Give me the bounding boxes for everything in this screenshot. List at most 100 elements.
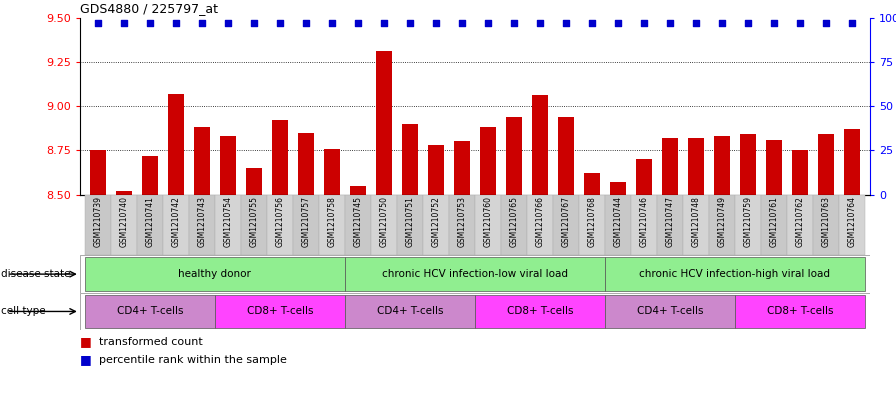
Bar	[163, 195, 189, 255]
Point	[428, 20, 443, 26]
Bar	[475, 295, 605, 328]
Text: healthy donor: healthy donor	[178, 269, 252, 279]
Text: GSM1210759: GSM1210759	[744, 196, 753, 247]
Point	[350, 20, 365, 26]
Bar	[501, 195, 527, 255]
Text: ■: ■	[80, 335, 91, 349]
Text: transformed count: transformed count	[99, 337, 203, 347]
Point	[767, 20, 781, 26]
Bar	[792, 151, 807, 195]
Point	[819, 20, 833, 26]
Bar	[584, 173, 599, 195]
Text: GSM1210761: GSM1210761	[770, 196, 779, 247]
Point	[90, 20, 105, 26]
Bar	[402, 124, 418, 195]
Bar	[215, 295, 345, 328]
Bar	[605, 257, 865, 291]
Bar	[813, 195, 839, 255]
Bar	[345, 195, 371, 255]
Point	[142, 20, 157, 26]
Bar	[319, 195, 345, 255]
Text: CD8+ T-cells: CD8+ T-cells	[506, 307, 573, 316]
Bar	[766, 140, 781, 195]
Bar	[475, 195, 501, 255]
Text: GSM1210742: GSM1210742	[171, 196, 180, 247]
Bar	[428, 145, 444, 195]
Text: GDS4880 / 225797_at: GDS4880 / 225797_at	[80, 2, 218, 15]
Text: GSM1210758: GSM1210758	[327, 196, 336, 247]
Bar	[657, 195, 683, 255]
Point	[507, 20, 521, 26]
Point	[689, 20, 703, 26]
Bar	[350, 185, 366, 195]
Bar	[246, 168, 262, 195]
Bar	[735, 295, 865, 328]
Bar	[605, 295, 735, 328]
Text: GSM1210739: GSM1210739	[93, 196, 102, 247]
Text: GSM1210767: GSM1210767	[562, 196, 571, 247]
Bar	[345, 257, 605, 291]
Bar	[714, 136, 729, 195]
Bar	[631, 195, 657, 255]
Text: GSM1210757: GSM1210757	[301, 196, 310, 247]
Bar	[90, 151, 106, 195]
Text: GSM1210768: GSM1210768	[588, 196, 597, 247]
Point	[611, 20, 625, 26]
Point	[272, 20, 287, 26]
Point	[324, 20, 339, 26]
Text: GSM1210764: GSM1210764	[848, 196, 857, 247]
Text: GSM1210744: GSM1210744	[614, 196, 623, 247]
Bar	[376, 51, 392, 195]
Bar	[506, 117, 521, 195]
Text: ■: ■	[80, 353, 91, 366]
Bar	[527, 195, 553, 255]
Bar	[558, 117, 573, 195]
Point	[402, 20, 417, 26]
Bar	[111, 195, 137, 255]
Bar	[324, 149, 340, 195]
Text: GSM1210765: GSM1210765	[509, 196, 519, 247]
Bar	[553, 195, 579, 255]
Bar	[636, 159, 651, 195]
Bar	[740, 134, 755, 195]
Text: GSM1210760: GSM1210760	[483, 196, 493, 247]
Bar	[605, 195, 631, 255]
Text: GSM1210766: GSM1210766	[536, 196, 545, 247]
Text: CD4+ T-cells: CD4+ T-cells	[636, 307, 703, 316]
Bar	[298, 133, 314, 195]
Bar	[215, 195, 241, 255]
Point	[481, 20, 495, 26]
Text: CD8+ T-cells: CD8+ T-cells	[767, 307, 833, 316]
Bar	[761, 195, 787, 255]
Text: GSM1210754: GSM1210754	[223, 196, 232, 247]
Text: GSM1210752: GSM1210752	[431, 196, 441, 247]
Point	[376, 20, 391, 26]
Text: cell type: cell type	[1, 307, 46, 316]
Bar	[688, 138, 703, 195]
Bar	[85, 257, 345, 291]
Bar	[85, 295, 215, 328]
Bar	[662, 138, 677, 195]
Bar	[844, 129, 859, 195]
Point	[741, 20, 755, 26]
Bar	[241, 195, 267, 255]
Bar	[168, 94, 184, 195]
Text: GSM1210741: GSM1210741	[145, 196, 154, 247]
Bar	[839, 195, 865, 255]
Bar	[116, 191, 132, 195]
Bar	[579, 195, 605, 255]
Text: GSM1210753: GSM1210753	[457, 196, 467, 247]
Bar	[818, 134, 833, 195]
Text: chronic HCV infection-high viral load: chronic HCV infection-high viral load	[640, 269, 831, 279]
Bar	[194, 127, 210, 195]
Text: GSM1210762: GSM1210762	[796, 196, 805, 247]
Text: chronic HCV infection-low viral load: chronic HCV infection-low viral load	[382, 269, 568, 279]
Bar	[480, 127, 495, 195]
Bar	[220, 136, 236, 195]
Bar	[272, 120, 288, 195]
Point	[793, 20, 807, 26]
Point	[585, 20, 599, 26]
Text: CD4+ T-cells: CD4+ T-cells	[116, 307, 183, 316]
Point	[637, 20, 651, 26]
Bar	[709, 195, 735, 255]
